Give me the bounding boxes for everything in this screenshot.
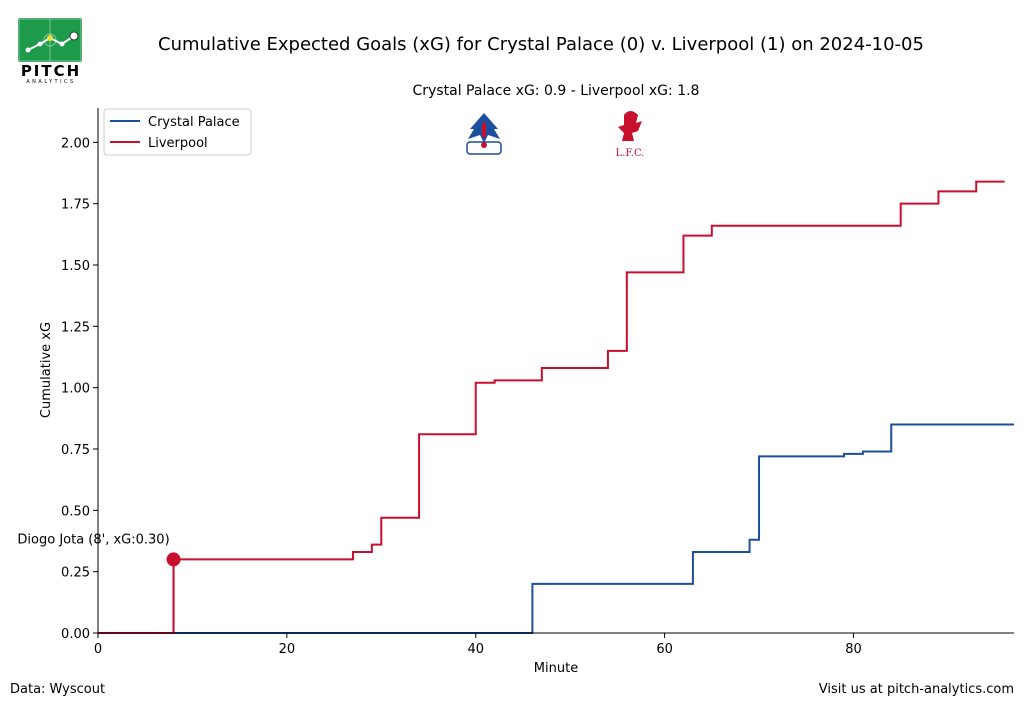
plot-area: Diogo Jota (8', xG:0.30) 0 20 40 60 80 0.00 0.2…: [17, 108, 1014, 657]
y-tick-label: 2.00: [61, 136, 90, 151]
liverpool-crest-icon: L.F.C.: [616, 111, 645, 159]
chart-subtitle: Crystal Palace xG: 0.9 - Liverpool xG: 1…: [413, 83, 700, 99]
y-tick-label: 0.75: [61, 443, 90, 458]
series-line-liverpool: [98, 180, 1005, 634]
y-tick-label: 0.50: [61, 504, 90, 519]
x-axis-label: Minute: [534, 661, 578, 676]
team-crests: L.F.C.: [466, 111, 645, 159]
legend-label-liverpool: Liverpool: [148, 136, 208, 151]
logo-subword: ANALYTICS: [26, 79, 76, 85]
x-tick-label: 60: [656, 642, 673, 657]
y-tick-label: 1.00: [61, 382, 90, 397]
goal-label: Diogo Jota (8', xG:0.30): [17, 532, 169, 547]
legend: Crystal Palace Liverpool: [103, 108, 252, 156]
chart-title: Cumulative Expected Goals (xG) for Cryst…: [158, 34, 924, 55]
crystal-palace-crest-icon: [466, 113, 502, 155]
x-tick-label: 20: [279, 642, 296, 657]
y-tick-label: 1.50: [61, 259, 90, 274]
legend-box: [103, 108, 252, 156]
legend-label-crystal-palace: Crystal Palace: [148, 115, 240, 130]
y-tick-label: 0.25: [61, 566, 90, 581]
svg-text:L.F.C.: L.F.C.: [616, 148, 645, 159]
x-tick-label: 40: [467, 642, 484, 657]
pitch-analytics-logo: PITCH ANALYTICS: [18, 18, 84, 86]
footer-source: Data: Wyscout: [10, 682, 105, 697]
x-tick-label: 80: [845, 642, 862, 657]
y-tick-label: 1.75: [61, 198, 90, 213]
goal-marker: [166, 552, 181, 567]
y-tick-label: 1.25: [61, 320, 90, 335]
logo-pitch-icon: [18, 18, 82, 62]
footer-link[interactable]: Visit us at pitch-analytics.com: [819, 682, 1014, 697]
y-tick-label: 0.00: [61, 627, 90, 642]
series-line-crystal-palace: [98, 423, 1014, 634]
y-axis-label: Cumulative xG: [39, 322, 54, 418]
x-tick-label: 0: [94, 642, 102, 657]
logo-word: PITCH: [20, 62, 82, 80]
